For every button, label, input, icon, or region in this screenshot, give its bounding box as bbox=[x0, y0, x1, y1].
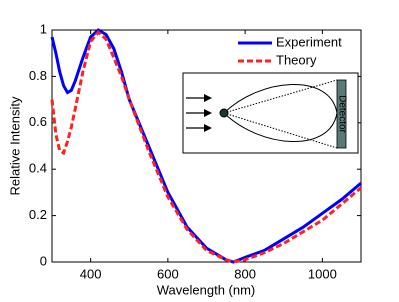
particle bbox=[219, 108, 229, 118]
x-axis-label: Wavelength (nm) bbox=[157, 282, 256, 297]
y-tick-label: 0.6 bbox=[29, 114, 47, 129]
y-tick-label: 0 bbox=[40, 253, 47, 268]
x-tick-label: 800 bbox=[234, 266, 256, 281]
line-series bbox=[50, 30, 362, 264]
y-tick-label: 0.2 bbox=[29, 207, 47, 222]
x-tick-label: 1000 bbox=[308, 266, 337, 281]
legend-label: Experiment bbox=[276, 34, 342, 49]
y-tick-label: 0.8 bbox=[29, 68, 47, 83]
detector-label: Detector bbox=[336, 95, 347, 133]
plot-frame bbox=[51, 29, 362, 263]
inset-diagram: Detector bbox=[182, 72, 359, 154]
x-tick-label: 600 bbox=[157, 266, 179, 281]
y-tick-label: 0.4 bbox=[29, 161, 47, 176]
x-tick-label: 400 bbox=[80, 266, 102, 281]
inset-frame bbox=[182, 72, 359, 154]
legend-label: Theory bbox=[276, 52, 317, 67]
detector bbox=[336, 79, 347, 149]
y-tick-label: 1 bbox=[40, 21, 47, 36]
incoming-arrows bbox=[186, 94, 212, 132]
y-axis-label: Relative Intensity bbox=[7, 96, 22, 195]
line-series bbox=[50, 28, 362, 264]
